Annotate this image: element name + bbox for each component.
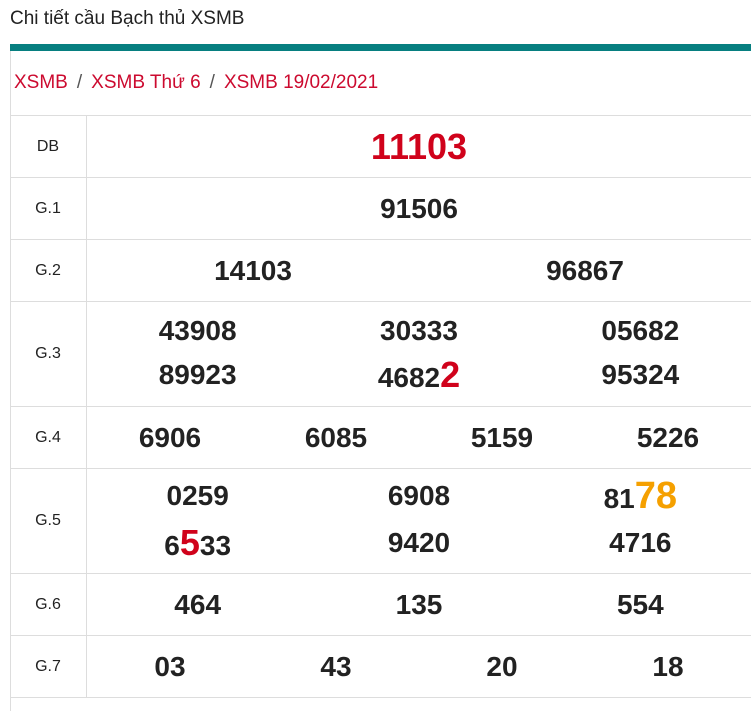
breadcrumb-separator: / (77, 72, 82, 93)
prize-number: 554 (530, 583, 751, 627)
prize-number: 43908 (87, 309, 308, 353)
number-digits: 91506 (380, 193, 458, 224)
prize-number: 9420 (308, 521, 529, 568)
prize-number: 6906 (87, 416, 253, 460)
prize-label: G.6 (10, 574, 87, 636)
prize-numbers: 6906 6085 5159 5226 (87, 407, 751, 469)
highlighted-digits: 78 (635, 475, 677, 517)
breadcrumb-xsmb[interactable]: XSMB (14, 72, 68, 93)
prize-number: 05682 (530, 309, 751, 353)
prize-number: 6908 (308, 474, 529, 521)
prize-label: G.5 (10, 469, 87, 574)
number-digits: 89923 (159, 359, 237, 390)
number-digits: 20 (486, 651, 517, 682)
number-digits: 11103 (371, 126, 467, 167)
prize-number: 03 (87, 645, 253, 689)
prize-number: 18 (585, 645, 751, 689)
prize-number: 5226 (585, 416, 751, 460)
breadcrumb-separator: / (210, 72, 215, 93)
number-digits: 6 (164, 530, 180, 561)
prize-numbers: 43908 30333 05682 89923 46822 95324 (87, 302, 751, 407)
number-digits: 43 (320, 651, 351, 682)
highlighted-digits: 5 (180, 522, 200, 563)
number-digits: 6085 (305, 422, 367, 453)
number-digits: 43908 (159, 315, 237, 346)
prize-label: DB (10, 116, 87, 178)
prize-row: G.4 6906 6085 5159 5226 (10, 407, 751, 469)
prize-label: G.7 (10, 636, 87, 698)
prize-row: DB 11103 (10, 116, 751, 178)
number-digits: 14103 (214, 255, 292, 286)
number-digits: 5159 (471, 422, 533, 453)
prize-number: 11103 (87, 125, 751, 169)
prize-number: 4716 (530, 521, 751, 568)
accent-bar (10, 44, 751, 51)
breadcrumb-xsmb-weekday[interactable]: XSMB Thứ 6 (91, 72, 201, 93)
prize-number: 14103 (87, 249, 419, 293)
page-title: Chi tiết cầu Bạch thủ XSMB (10, 8, 244, 30)
prize-row: G.5 0259 6908 8178 6533 9420 4716 (10, 469, 751, 574)
prize-number: 91506 (87, 187, 751, 231)
prize-row: G.2 14103 96867 (10, 240, 751, 302)
prize-number: 135 (308, 583, 529, 627)
prize-number: 46822 (308, 353, 529, 400)
number-digits: 6906 (139, 422, 201, 453)
prize-numbers: 91506 (87, 178, 751, 240)
number-digits: 4716 (609, 527, 671, 558)
number-digits: 135 (396, 589, 443, 620)
prize-number: 43 (253, 645, 419, 689)
number-digits: 30333 (380, 315, 458, 346)
number-digits: 03 (154, 651, 185, 682)
breadcrumb-xsmb-date[interactable]: XSMB 19/02/2021 (224, 72, 378, 93)
prize-number: 30333 (308, 309, 529, 353)
prize-label: G.2 (10, 240, 87, 302)
results-table: DB 11103 G.1 91506 G.2 14103 96867 G.3 43908 3033… (10, 115, 751, 698)
prize-number: 5159 (419, 416, 585, 460)
number-digits: 18 (652, 651, 683, 682)
prize-number: 6533 (87, 521, 308, 568)
number-digits: 5226 (637, 422, 699, 453)
number-digits: 4682 (378, 362, 440, 393)
prize-number: 95324 (530, 353, 751, 400)
number-digits: 81 (604, 483, 635, 514)
prize-numbers: 03 43 20 18 (87, 636, 751, 698)
number-digits: 554 (617, 589, 664, 620)
prize-number: 20 (419, 645, 585, 689)
prize-number: 96867 (419, 249, 751, 293)
prize-row: G.1 91506 (10, 178, 751, 240)
prize-number: 0259 (87, 474, 308, 521)
prize-numbers: 14103 96867 (87, 240, 751, 302)
prize-number: 6085 (253, 416, 419, 460)
prize-numbers: 464 135 554 (87, 574, 751, 636)
prize-numbers: 11103 (87, 116, 751, 178)
prize-label: G.4 (10, 407, 87, 469)
number-digits: 9420 (388, 527, 450, 558)
number-digits: 464 (174, 589, 221, 620)
prize-row: G.7 03 43 20 18 (10, 636, 751, 698)
prize-number: 464 (87, 583, 308, 627)
number-digits: 0259 (167, 480, 229, 511)
prize-row: G.6 464 135 554 (10, 574, 751, 636)
prize-number: 8178 (530, 474, 751, 521)
prize-label: G.1 (10, 178, 87, 240)
number-digits: 05682 (601, 315, 679, 346)
prize-numbers: 0259 6908 8178 6533 9420 4716 (87, 469, 751, 574)
prize-label: G.3 (10, 302, 87, 407)
breadcrumb: XSMB / XSMB Thứ 6 / XSMB 19/02/2021 (14, 72, 378, 94)
number-digits: 33 (200, 530, 231, 561)
number-digits: 6908 (388, 480, 450, 511)
highlighted-digits: 2 (440, 354, 460, 395)
prize-row: G.3 43908 30333 05682 89923 46822 95324 (10, 302, 751, 407)
number-digits: 95324 (601, 359, 679, 390)
prize-number: 89923 (87, 353, 308, 400)
number-digits: 96867 (546, 255, 624, 286)
